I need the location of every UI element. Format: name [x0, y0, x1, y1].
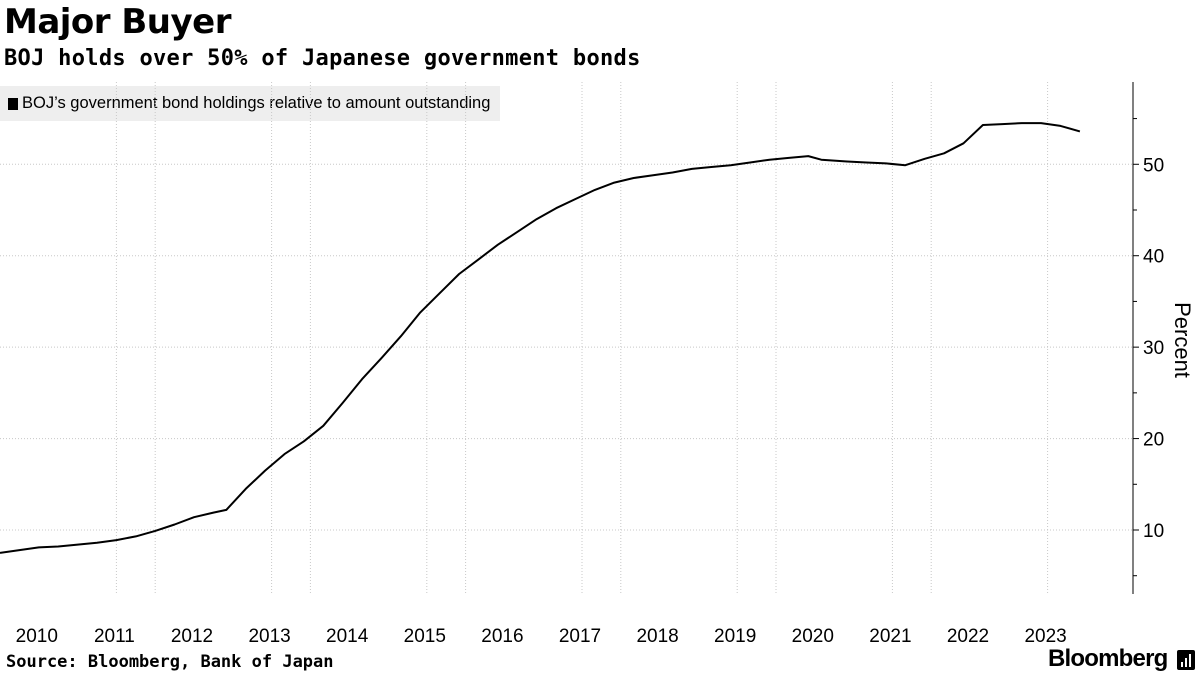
x-tick-label: 2019 [714, 626, 756, 647]
legend: BOJ’s government bond holdings relative … [0, 86, 501, 121]
chart-title: Major Buyer [4, 2, 232, 42]
x-tick-label: 2013 [248, 626, 290, 647]
brand-logo: Bloomberg [1048, 645, 1168, 672]
x-tick-label: 2022 [947, 626, 989, 647]
series-line [0, 122, 1081, 554]
chart-subtitle: BOJ holds over 50% of Japanese governmen… [4, 46, 641, 71]
x-tick-label: 2015 [404, 626, 446, 647]
y-tick-label: 40 [1143, 247, 1164, 268]
bar-chart-icon [1177, 650, 1195, 670]
y-tick-label: 30 [1143, 338, 1164, 359]
x-tick-label: 2014 [326, 626, 369, 647]
y-tick-label: 10 [1143, 521, 1164, 542]
legend-swatch [8, 97, 18, 110]
x-tick-label: 2016 [481, 626, 523, 647]
series-layer [0, 122, 1081, 554]
x-tick-label: 2023 [1024, 626, 1066, 647]
y-tick-label: 20 [1143, 430, 1164, 451]
y-axis: 10 20 30 40 50 [1132, 82, 1164, 594]
x-tick-label: 2010 [16, 626, 58, 647]
x-tick-label: 2018 [636, 626, 678, 647]
x-tick-label: 2012 [171, 626, 213, 647]
source-note: Source: Bloomberg, Bank of Japan [6, 652, 334, 672]
x-axis: 2010 2011 2012 2013 2014 2015 2016 2017 2018 2019… [16, 626, 1067, 647]
x-tick-label: 2021 [869, 626, 911, 647]
y-tick-label: 50 [1143, 155, 1164, 176]
x-tick-label: 2020 [792, 626, 834, 647]
y-axis-label: Percent [1170, 302, 1195, 378]
x-tick-label: 2017 [559, 626, 601, 647]
x-tick-label: 2011 [94, 626, 135, 647]
grid [0, 82, 1133, 594]
legend-label: BOJ’s government bond holdings relative … [22, 94, 491, 112]
